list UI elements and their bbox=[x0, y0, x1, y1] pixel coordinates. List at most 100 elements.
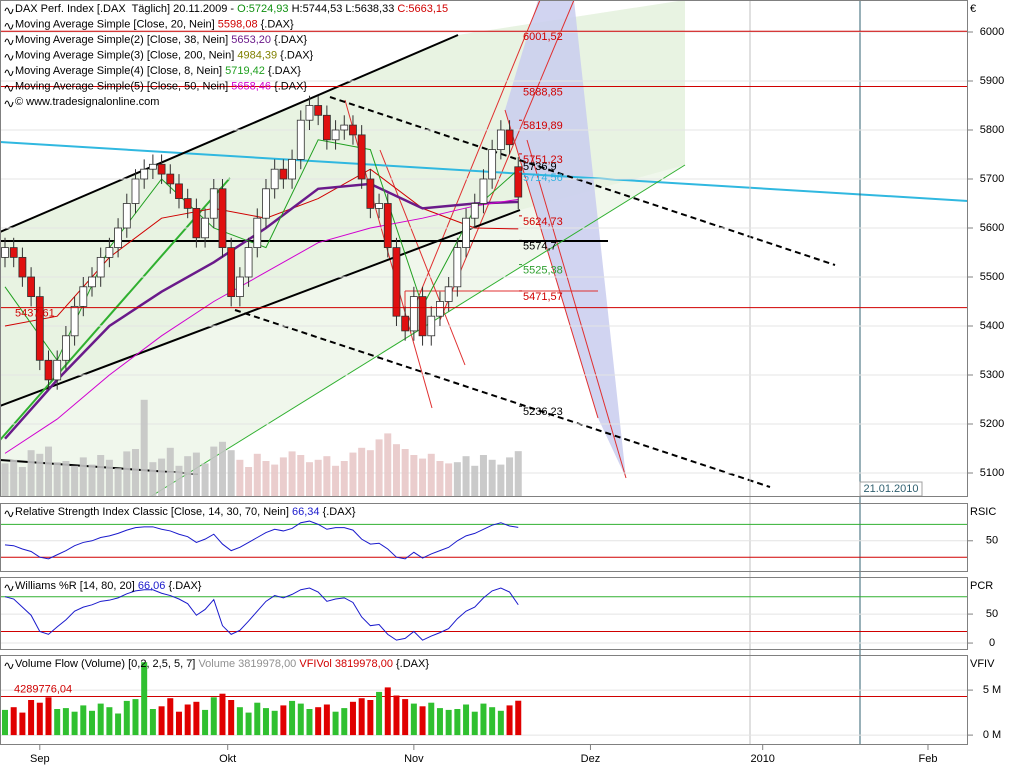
level-label: 5888,85 bbox=[523, 86, 563, 98]
bar bbox=[167, 698, 174, 736]
bar bbox=[245, 712, 252, 736]
bar bbox=[358, 698, 365, 736]
legend-icon bbox=[4, 38, 14, 46]
volume-overlay bbox=[392, 444, 400, 497]
candle-body bbox=[192, 207, 201, 239]
candle-body bbox=[1, 247, 9, 258]
legend-icon bbox=[4, 584, 14, 592]
volume-overlay bbox=[184, 456, 192, 497]
volume-overlay bbox=[340, 461, 348, 497]
candle-body bbox=[53, 359, 62, 381]
trend-line bbox=[439, 0, 575, 321]
legend-text: Moving Average Simple(3) [Close, 200, Ne… bbox=[15, 49, 237, 61]
bar bbox=[297, 703, 304, 736]
legend-text: O:5724,93 bbox=[237, 3, 288, 15]
legend-text: {.DAX} bbox=[165, 580, 201, 592]
candle-body bbox=[296, 119, 305, 160]
bar bbox=[280, 705, 287, 736]
level-label: 5437,61 bbox=[15, 307, 55, 319]
bar bbox=[393, 695, 400, 736]
bar bbox=[202, 709, 209, 736]
level-label: 5736,9 bbox=[523, 161, 557, 173]
bar bbox=[332, 711, 339, 736]
bar bbox=[254, 702, 261, 736]
legend-text: Volume 3819978,00 bbox=[198, 658, 296, 670]
bar bbox=[80, 705, 87, 736]
volume-overlay bbox=[149, 462, 157, 497]
legend-text: 4984,39 bbox=[237, 49, 277, 61]
bar bbox=[210, 697, 217, 736]
legend-entry: Volume Flow (Volume) [0,2, 2,5, 5, 7] Vo… bbox=[15, 658, 429, 670]
date-marker-label: 21.01.2010 bbox=[863, 483, 918, 495]
y-tick-label: 5600 bbox=[980, 222, 1004, 234]
bar bbox=[228, 700, 235, 736]
bar bbox=[402, 699, 409, 736]
plot-area bbox=[0, 662, 968, 736]
volume-overlay bbox=[479, 455, 487, 497]
panel-frame bbox=[0, 0, 968, 497]
panel-frame bbox=[0, 577, 968, 650]
bar bbox=[445, 709, 452, 736]
legend-text: {.DAX} bbox=[271, 34, 307, 46]
bar bbox=[158, 706, 165, 736]
candle-body bbox=[366, 178, 375, 209]
x-tick-label: Sep bbox=[30, 753, 50, 765]
legend-text: Volume Flow (Volume) [0,2, 2,5, 5, 7] bbox=[15, 658, 198, 670]
volume-overlay bbox=[123, 451, 131, 497]
candle-body bbox=[88, 276, 96, 288]
candle-body bbox=[288, 158, 296, 180]
candle-body bbox=[201, 217, 209, 239]
candle-body bbox=[79, 286, 88, 307]
volume-overlay bbox=[410, 455, 418, 497]
bar bbox=[315, 707, 322, 736]
legend-text: 5658,46 bbox=[231, 80, 271, 92]
axis-label: RSIC bbox=[970, 506, 996, 518]
legend-text: Moving Average Simple(2) [Close, 38, Nei… bbox=[15, 34, 231, 46]
candle-body bbox=[175, 183, 183, 199]
candle-body bbox=[9, 247, 18, 258]
bar bbox=[497, 710, 504, 736]
trend-line bbox=[234, 309, 771, 488]
candle-body bbox=[505, 129, 514, 146]
y-tick-label: 5400 bbox=[980, 320, 1004, 332]
trend-line bbox=[0, 141, 968, 202]
legend-entry: Moving Average Simple(5) [Close, 50, Nei… bbox=[15, 80, 307, 92]
legend-entry: © www.tradesignalonline.com bbox=[15, 96, 159, 108]
volume-overlay bbox=[332, 465, 340, 497]
candle-body bbox=[322, 114, 331, 141]
volume-overlay bbox=[366, 450, 374, 497]
indicator-line bbox=[4, 587, 519, 641]
candle-body bbox=[305, 105, 314, 121]
bar bbox=[419, 706, 426, 736]
candle-body bbox=[131, 178, 140, 204]
candle-body bbox=[392, 247, 401, 317]
legend-text: © www.tradesignalonline.com bbox=[15, 96, 159, 108]
candle-body bbox=[253, 217, 262, 248]
legend-text: VFIVol 3819978,00 bbox=[296, 658, 393, 670]
legend-text: DAX Perf. Index [.DAX Täglich] 20.11.200… bbox=[15, 3, 237, 15]
panel-frames bbox=[0, 0, 968, 745]
trend-line bbox=[404, 0, 541, 331]
candle-body bbox=[44, 359, 53, 381]
volume-overlay bbox=[175, 465, 183, 497]
volume-overlay bbox=[140, 399, 148, 497]
legend-text: 5598,08 bbox=[218, 18, 258, 30]
legend-text: {.DAX} bbox=[265, 65, 301, 77]
y-tick-label: 5300 bbox=[980, 369, 1004, 381]
volume-overlay bbox=[218, 441, 226, 497]
legend-icon bbox=[4, 54, 14, 61]
volume-overlay bbox=[453, 462, 461, 497]
candle-body bbox=[479, 178, 488, 204]
trend-line bbox=[526, 139, 627, 479]
bar bbox=[106, 707, 113, 736]
legend-text: {.DAX} bbox=[271, 80, 307, 92]
y-tick-label: 6000 bbox=[980, 26, 1004, 38]
volume-overlay bbox=[18, 467, 26, 497]
volume-overlay bbox=[497, 464, 505, 497]
candle-body bbox=[314, 105, 323, 116]
legend-text: {.DAX} bbox=[277, 49, 313, 61]
trend-line bbox=[329, 96, 836, 266]
bar bbox=[489, 707, 496, 736]
bar bbox=[436, 708, 443, 736]
